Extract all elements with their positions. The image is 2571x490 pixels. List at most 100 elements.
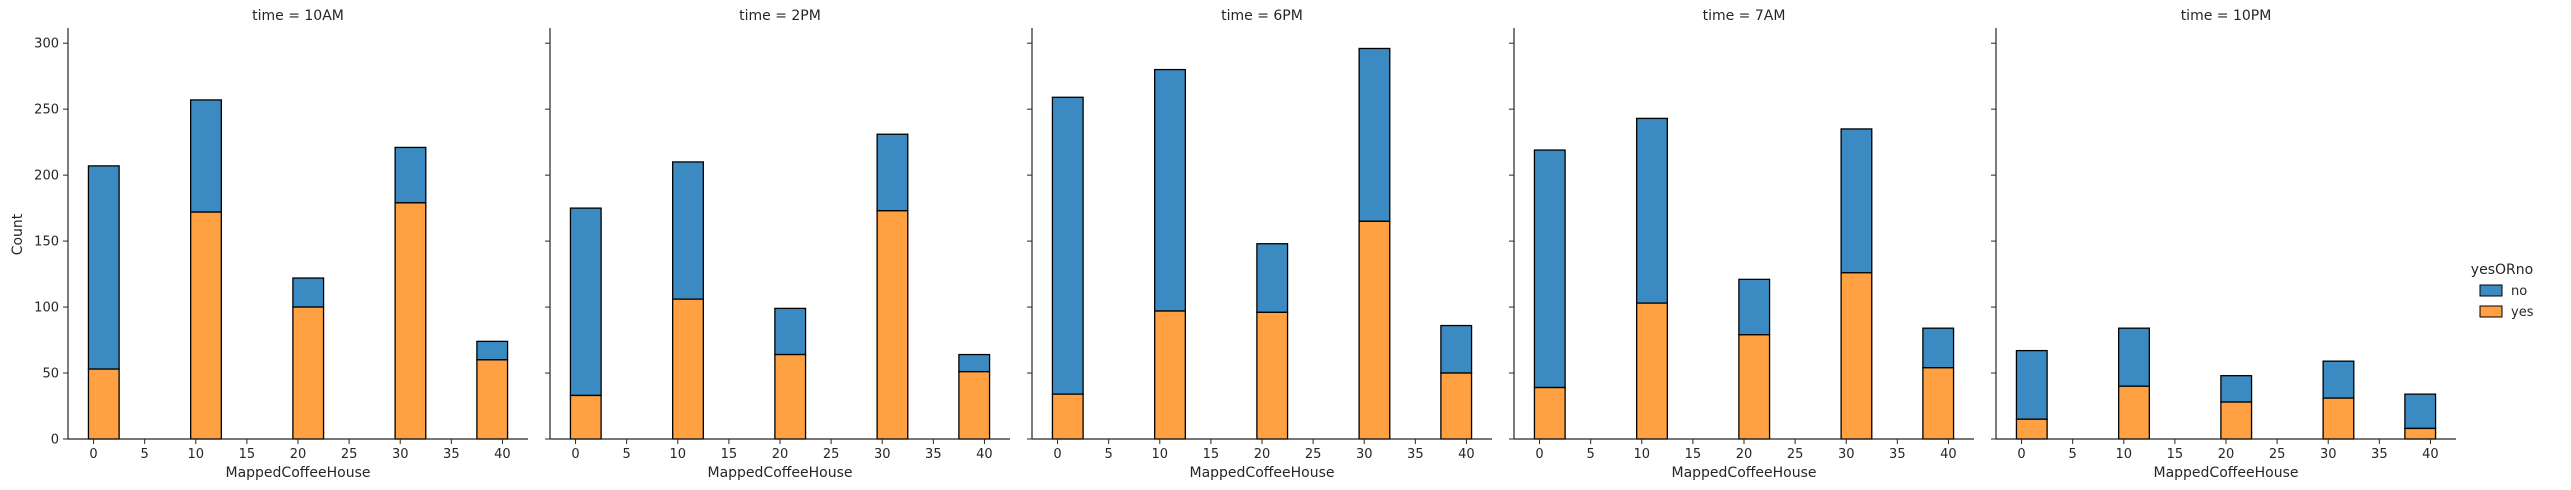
legend-swatch-yes [2479,305,2503,318]
legend-label-yes: yes [2511,305,2534,320]
x-tick-label: 10 [188,447,205,462]
legend-label-no: no [2511,284,2527,299]
bar-no [2118,327,2150,387]
x-axis-title: MappedCoffeeHouse [2153,465,2298,481]
panel-title: time = 2PM [739,8,821,24]
facet-panel: time = 7AM 0 5 10 15 20 25 30 35 40 MappedCoffeeHo… [1509,8,1974,481]
bar-yes [876,210,909,440]
bar-no [958,353,991,373]
bar-yes [1358,220,1391,440]
bar-no [672,161,704,300]
x-tick-label: 40 [1458,447,1475,462]
x-tick-label: 40 [976,447,993,462]
x-tick-label: 0 [2017,447,2025,462]
bar-yes [476,359,509,440]
bar-yes [958,371,991,440]
bar-no [2220,375,2253,403]
x-tick-label: 35 [925,447,942,462]
bar-yes [292,306,325,440]
y-tick-label: 300 [34,37,59,52]
x-tick-label: 30 [1356,447,1373,462]
x-tick-label: 40 [1940,447,1957,462]
x-tick-label: 20 [1736,447,1753,462]
x-tick-label: 15 [2167,447,2184,462]
x-tick-label: 5 [2069,447,2077,462]
x-tick-label: 20 [1254,447,1271,462]
y-tick-label: 200 [34,169,59,184]
bar-no [569,207,602,397]
bar-yes [394,202,427,440]
y-axis-title: Count [10,213,26,255]
y-tick-label: 250 [34,103,59,118]
x-tick-label: 5 [623,447,631,462]
x-tick-label: 20 [772,447,789,462]
bar-no [1154,68,1186,312]
x-tick-label: 5 [1587,447,1595,462]
panel-title: time = 7AM [1703,8,1786,24]
x-tick-label: 25 [341,447,358,462]
bar-yes [2220,401,2253,440]
bar-yes [1440,372,1473,440]
bar-yes [672,298,704,440]
x-tick-label: 10 [1152,447,1169,462]
panel-title: time = 6PM [1221,8,1303,24]
bar-no [1636,117,1668,304]
x-tick-label: 30 [392,447,409,462]
bar-no [1533,149,1566,389]
bar-yes [1840,272,1873,440]
bar-yes [190,211,222,440]
bar-yes [774,353,807,440]
x-tick-label: 0 [571,447,579,462]
bar-no [394,146,427,204]
legend-title: yesORno [2471,262,2533,278]
legend-swatch-no [2479,284,2503,297]
bar-yes [2118,385,2150,440]
facet-panel: time = 10AM 0 5 10 15 20 25 30 35 40 0 50 100 150 200 2… [10,8,528,481]
bar-yes [2322,397,2355,440]
bar-yes [2015,418,2048,440]
x-tick-label: 10 [670,447,687,462]
x-axis-title: MappedCoffeeHouse [1189,465,1334,481]
x-tick-label: 0 [1535,447,1543,462]
bar-yes [2404,427,2437,440]
x-tick-label: 20 [290,447,307,462]
x-axis-title: MappedCoffeeHouse [707,465,852,481]
x-tick-label: 5 [141,447,149,462]
bar-no [1840,128,1873,274]
bar-yes [1256,311,1289,440]
bar-yes [1533,386,1566,440]
bar-yes [569,394,602,440]
bar-no [292,277,325,308]
x-tick-label: 25 [1787,447,1804,462]
x-tick-label: 25 [823,447,840,462]
bar-no [1051,96,1084,395]
y-tick-label: 50 [42,367,59,382]
facet-panel: time = 2PM 0 5 10 15 20 25 30 35 40 MappedCoffeeHo… [545,8,1010,481]
x-tick-label: 30 [1838,447,1855,462]
bar-no [1922,327,1955,369]
bar-yes [1922,367,1955,440]
bar-yes [1738,334,1771,440]
bar-yes [1154,310,1186,440]
x-tick-label: 25 [2269,447,2286,462]
x-tick-label: 0 [89,447,97,462]
bar-no [876,133,909,212]
x-tick-label: 35 [2371,447,2388,462]
bar-yes [87,368,120,440]
bar-no [190,99,222,213]
x-tick-label: 40 [494,447,511,462]
x-tick-label: 30 [874,447,891,462]
x-tick-label: 40 [2422,447,2439,462]
x-tick-label: 30 [2320,447,2337,462]
x-axis-title: MappedCoffeeHouse [1671,465,1816,481]
x-tick-label: 10 [1634,447,1651,462]
facet-panel: time = 6PM 0 5 10 15 20 25 30 35 40 MappedCoffeeHo… [1027,8,1492,481]
y-tick-label: 0 [51,433,59,448]
x-tick-label: 35 [1407,447,1424,462]
bar-no [2322,360,2355,399]
x-tick-label: 25 [1305,447,1322,462]
panel-title: time = 10AM [252,8,344,24]
bar-no [476,340,509,361]
